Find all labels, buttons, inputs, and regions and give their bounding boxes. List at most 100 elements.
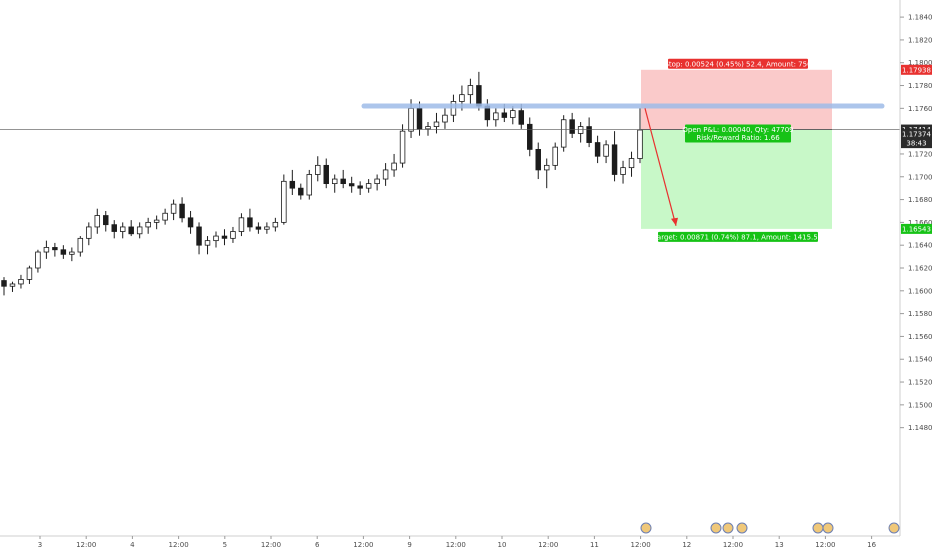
candle-body xyxy=(628,158,635,169)
price-axis[interactable]: 1.18400 1.18200 1.18000 1.17800 1.17600 1.172… xyxy=(899,0,932,550)
time-tick-label: 4 xyxy=(130,541,135,549)
candle xyxy=(374,174,380,191)
price-tick-label: 1.18200 xyxy=(908,36,932,44)
economic-event-marker[interactable] xyxy=(822,522,834,534)
open-pl-label-box xyxy=(685,124,791,143)
economic-event-marker[interactable] xyxy=(812,522,824,534)
candle-body xyxy=(35,251,41,269)
price-tick-label: 1.18000 xyxy=(908,59,932,67)
candle-body xyxy=(111,224,117,232)
candle-body xyxy=(603,144,609,157)
candle-body xyxy=(18,279,24,285)
candle-body xyxy=(43,247,50,253)
price-tag-label: 1.16543 xyxy=(902,225,931,233)
candle-body xyxy=(425,126,431,130)
candle xyxy=(315,156,321,182)
candle-body xyxy=(586,126,592,143)
candle-body xyxy=(86,226,92,239)
time-tick-label: 11 xyxy=(590,541,599,549)
economic-event-marker[interactable] xyxy=(710,522,722,534)
price-tick-label: 1.16200 xyxy=(908,265,932,273)
candle-body xyxy=(510,110,516,118)
candle xyxy=(348,176,355,193)
event-flag-icon xyxy=(722,522,734,534)
candle xyxy=(391,153,397,177)
candle xyxy=(331,174,338,193)
price-tag-box xyxy=(901,223,932,234)
candle-body xyxy=(399,130,406,164)
time-tick-label: 6 xyxy=(315,541,320,549)
candle-body xyxy=(467,85,474,96)
candle xyxy=(153,215,160,230)
price-tag: 1.16543 xyxy=(901,223,932,234)
candle xyxy=(136,222,143,239)
candle xyxy=(119,222,126,239)
candle-body xyxy=(179,203,185,219)
candle xyxy=(103,210,109,232)
candle-body xyxy=(221,235,228,239)
candle xyxy=(594,135,601,164)
candle-body xyxy=(340,178,346,185)
candle xyxy=(111,220,117,239)
candle-body xyxy=(281,180,287,223)
event-markers[interactable] xyxy=(640,522,900,534)
candle xyxy=(637,108,643,164)
time-tick-label: 12:00 xyxy=(538,541,558,549)
candle xyxy=(86,222,92,246)
candle xyxy=(221,229,228,246)
candle xyxy=(425,122,431,136)
time-tick-label: 12:00 xyxy=(723,541,743,549)
candle xyxy=(52,242,58,257)
candle xyxy=(340,169,346,189)
candle-body xyxy=(501,112,508,118)
candle-body xyxy=(594,142,601,157)
economic-event-marker[interactable] xyxy=(722,522,734,534)
candle xyxy=(357,181,363,196)
open-pl-label[interactable]: Open P&L: 0.00040, Qty: 47709Risk/Reward… xyxy=(682,124,794,143)
candle xyxy=(365,179,372,193)
price-tag-box xyxy=(901,129,932,140)
overlays-layer: Stop: 0.00524 (0.45%) 52.4, Amount: 750 O… xyxy=(0,58,900,242)
candle-body xyxy=(637,129,643,159)
price-tag-box xyxy=(901,138,932,149)
time-tick-label: 12 xyxy=(682,541,691,549)
time-axis[interactable]: 3 12:00 4 12:00 5 12:00 6 12:00 9 12:00 10 12:00 11 1… xyxy=(0,535,900,549)
candle xyxy=(77,236,84,257)
candle-body xyxy=(323,164,329,185)
time-tick-label: 12:00 xyxy=(631,541,651,549)
candle-body xyxy=(289,180,296,189)
candle xyxy=(399,124,406,168)
price-tick-label: 1.17000 xyxy=(908,173,932,181)
candle xyxy=(255,222,262,234)
candle-body xyxy=(52,247,58,251)
price-tick-label: 1.16600 xyxy=(908,219,932,227)
candle-body xyxy=(153,219,160,223)
target-label[interactable]: Target: 0.00871 (0.74%) 87.1, Amount: 14… xyxy=(653,231,822,242)
position-zones xyxy=(641,69,832,229)
candle-body xyxy=(611,144,618,175)
price-tick-label: 1.17200 xyxy=(908,150,932,158)
candle-body xyxy=(577,126,584,134)
economic-event-marker[interactable] xyxy=(640,522,652,534)
time-tick-label: 12:00 xyxy=(353,541,373,549)
price-tick-label: 1.15400 xyxy=(908,356,932,364)
candle-body xyxy=(416,107,423,130)
economic-event-marker[interactable] xyxy=(888,522,900,534)
candle-body xyxy=(552,146,558,166)
candle-body xyxy=(26,267,33,280)
candle xyxy=(264,222,270,234)
price-tick-label: 1.16800 xyxy=(908,196,932,204)
candle xyxy=(510,106,516,125)
candle xyxy=(196,222,202,255)
candle xyxy=(162,208,168,225)
stop-label[interactable]: Stop: 0.00524 (0.45%) 52.4, Amount: 750 xyxy=(664,58,812,69)
event-flag-icon xyxy=(812,522,824,534)
candle-body xyxy=(77,237,84,253)
candle-body xyxy=(119,226,126,232)
economic-event-marker[interactable] xyxy=(736,522,748,534)
price-tag-label: 1.17938 xyxy=(902,66,931,74)
time-tick-label: 13 xyxy=(775,541,784,549)
candle-body xyxy=(433,121,440,127)
price-tag-box xyxy=(901,64,932,75)
